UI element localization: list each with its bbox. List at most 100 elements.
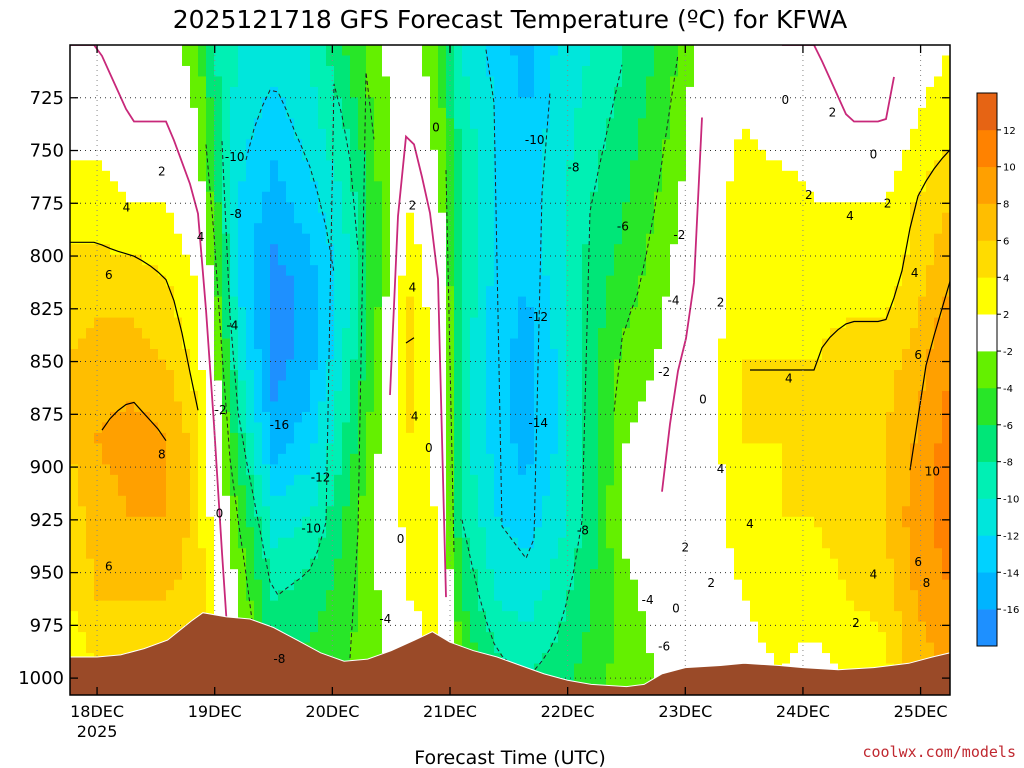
field-cell bbox=[382, 600, 391, 612]
field-cell bbox=[646, 642, 655, 654]
field-cell bbox=[86, 275, 95, 287]
field-cell bbox=[246, 160, 255, 172]
field-cell bbox=[278, 359, 287, 371]
field-cell bbox=[326, 390, 335, 403]
field-cell bbox=[582, 516, 591, 528]
field-cell bbox=[198, 579, 207, 591]
field-cell bbox=[334, 495, 343, 507]
field-cell bbox=[590, 590, 599, 602]
field-cell bbox=[70, 55, 79, 67]
field-cell bbox=[630, 527, 639, 539]
field-cell bbox=[102, 370, 111, 382]
field-cell bbox=[70, 611, 79, 623]
field-cell bbox=[222, 139, 231, 151]
field-cell bbox=[374, 202, 383, 214]
field-cell bbox=[262, 317, 271, 329]
field-cell bbox=[422, 86, 431, 99]
field-cell bbox=[246, 411, 255, 424]
field-cell bbox=[382, 265, 391, 277]
field-cell bbox=[702, 422, 711, 434]
field-cell bbox=[606, 191, 615, 203]
field-cell bbox=[534, 317, 543, 329]
field-cell bbox=[694, 65, 703, 78]
field-cell bbox=[78, 548, 87, 560]
field-cell bbox=[142, 233, 151, 245]
field-cell bbox=[438, 579, 447, 591]
field-cell bbox=[182, 516, 191, 528]
field-cell bbox=[686, 181, 695, 193]
field-cell bbox=[286, 296, 295, 308]
field-cell bbox=[686, 76, 695, 88]
field-cell bbox=[206, 149, 215, 161]
field-cell bbox=[166, 317, 175, 329]
field-cell bbox=[590, 674, 599, 686]
field-cell bbox=[70, 107, 79, 119]
field-cell bbox=[630, 485, 639, 497]
field-cell bbox=[662, 359, 671, 371]
field-cell bbox=[334, 370, 343, 382]
field-cell bbox=[622, 317, 631, 329]
field-cell bbox=[318, 118, 327, 130]
field-cell bbox=[230, 254, 239, 266]
field-cell bbox=[158, 506, 167, 518]
field-cell bbox=[318, 202, 327, 214]
field-cell bbox=[454, 338, 463, 350]
field-cell bbox=[550, 275, 559, 287]
field-cell bbox=[646, 579, 655, 591]
field-cell bbox=[670, 139, 679, 151]
field-cell bbox=[334, 139, 343, 151]
field-cell bbox=[422, 611, 431, 623]
field-cell bbox=[558, 464, 567, 476]
field-cell bbox=[558, 265, 567, 277]
field-cell bbox=[702, 653, 711, 665]
field-cell bbox=[678, 401, 687, 413]
field-cell bbox=[118, 139, 127, 151]
field-cell bbox=[78, 443, 87, 455]
field-cell bbox=[246, 286, 255, 298]
field-cell bbox=[230, 506, 239, 518]
field-cell bbox=[406, 275, 415, 287]
field-cell bbox=[694, 390, 703, 403]
field-cell bbox=[158, 212, 167, 224]
field-cell bbox=[414, 107, 423, 119]
field-cell bbox=[142, 632, 151, 644]
field-cell bbox=[542, 401, 551, 413]
field-cell bbox=[518, 76, 527, 88]
field-cell bbox=[86, 453, 95, 465]
field-cell bbox=[334, 223, 343, 235]
field-cell bbox=[566, 338, 575, 350]
field-cell bbox=[166, 233, 175, 245]
field-cell bbox=[382, 191, 391, 203]
field-cell bbox=[174, 338, 183, 350]
field-cell bbox=[166, 55, 175, 67]
field-cell bbox=[694, 411, 703, 424]
field-cell bbox=[462, 359, 471, 371]
field-cell bbox=[166, 149, 175, 161]
field-cell bbox=[230, 202, 239, 214]
field-cell bbox=[494, 590, 503, 602]
field-cell bbox=[86, 86, 95, 99]
field-cell bbox=[542, 160, 551, 172]
field-cell bbox=[110, 202, 119, 214]
field-cell bbox=[582, 275, 591, 287]
field-cell bbox=[374, 600, 383, 612]
field-cell bbox=[406, 432, 415, 444]
field-cell bbox=[318, 265, 327, 277]
field-cell bbox=[206, 390, 215, 403]
field-cell bbox=[518, 600, 527, 612]
field-cell bbox=[94, 202, 103, 214]
field-cell bbox=[454, 401, 463, 413]
field-cell bbox=[198, 328, 207, 340]
field-cell bbox=[294, 380, 303, 392]
field-cell bbox=[686, 160, 695, 172]
field-cell bbox=[526, 202, 535, 214]
field-cell bbox=[166, 275, 175, 287]
field-cell bbox=[414, 548, 423, 560]
field-cell bbox=[262, 97, 271, 109]
field-cell bbox=[182, 579, 191, 591]
field-cell bbox=[78, 453, 87, 465]
field-cell bbox=[78, 485, 87, 497]
field-cell bbox=[598, 527, 607, 539]
field-cell bbox=[86, 611, 95, 623]
field-cell bbox=[662, 590, 671, 602]
